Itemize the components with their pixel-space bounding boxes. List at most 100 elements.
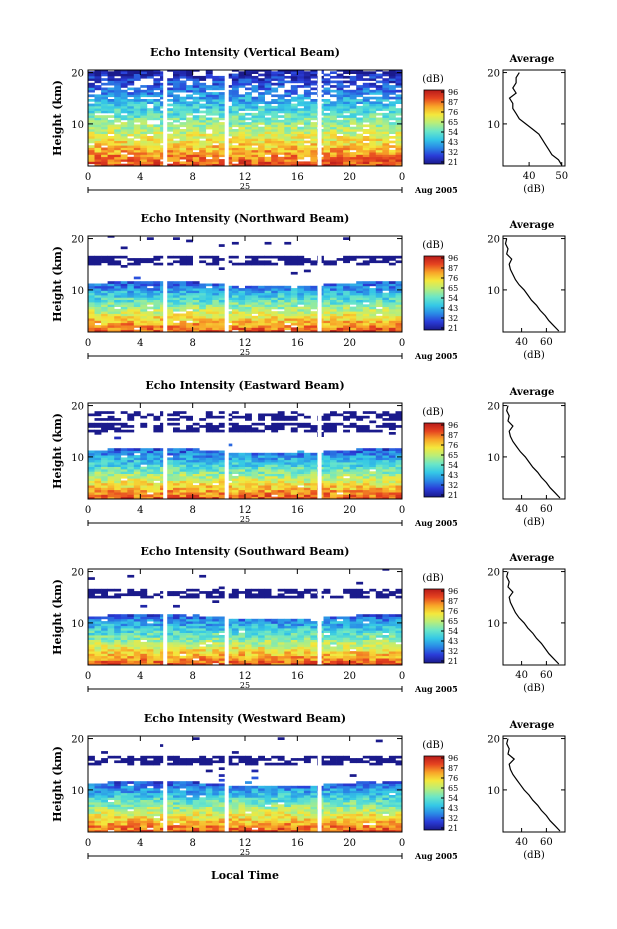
profile-x-tick-label: 60: [540, 504, 553, 515]
panel-1: Echo Intensity (Vertical Beam) 10 20 Height…: [51, 46, 568, 195]
date-label: Aug 2005: [414, 518, 458, 528]
panel-3: Echo Intensity (Eastward Beam) 10 20 Height…: [51, 379, 566, 528]
x-tick-label: 0: [85, 172, 91, 183]
y-tick-label: 10: [71, 286, 84, 297]
profile-x-tick-label: 40: [515, 337, 528, 348]
x-tick-label: 20: [343, 671, 356, 682]
colorbar-unit: (dB): [422, 74, 444, 85]
profile-x-label: (dB): [523, 350, 545, 361]
colorbar-tick-label: 54: [448, 294, 458, 303]
data-gap: [163, 70, 168, 166]
x-tick-label: 12: [239, 838, 252, 849]
colorbar-tick-label: 43: [448, 471, 458, 480]
panel-5: Echo Intensity (Westward Beam) 10 20 Height…: [51, 712, 566, 861]
colorbar-tick-label: 76: [448, 607, 458, 616]
x-tick-label: 12: [239, 671, 252, 682]
x-tick-label: 8: [189, 505, 195, 516]
profile-line: [506, 405, 561, 499]
x-tick-label: 0: [85, 838, 91, 849]
x-tick-label: 16: [291, 338, 304, 349]
profile-y-tick-label: 10: [487, 286, 500, 297]
colorbar-tick-label: 65: [448, 617, 458, 626]
day-label: 25: [240, 348, 250, 357]
colorbar-tick-label: 87: [448, 597, 458, 606]
y-axis-label: Height (km): [51, 579, 64, 655]
colorbar-tick-label: 21: [448, 491, 458, 500]
x-tick-label: 4: [137, 172, 143, 183]
panel-title: Echo Intensity (Southward Beam): [141, 545, 350, 558]
profile-title: Average: [509, 387, 555, 398]
profile-x-tick-label: 40: [515, 670, 528, 681]
date-label: Aug 2005: [414, 185, 458, 195]
x-tick-label: 0: [85, 671, 91, 682]
colorbar-tick-label: 65: [448, 784, 458, 793]
colorbar-tick-label: 43: [448, 304, 458, 313]
y-tick-label: 10: [71, 786, 84, 797]
colorbar: [423, 255, 445, 331]
y-tick-label: 20: [71, 568, 84, 579]
x-tick-label: 8: [189, 838, 195, 849]
x-tick-label: 0: [399, 838, 405, 849]
panel-title: Echo Intensity (Vertical Beam): [150, 46, 340, 59]
colorbar-tick-label: 21: [448, 324, 458, 333]
data-gap: [317, 236, 322, 332]
colorbar-unit: (dB): [422, 240, 444, 251]
colorbar-tick-label: 76: [448, 274, 458, 283]
x-tick-label: 0: [399, 172, 405, 183]
colorbar-tick-label: 54: [448, 461, 458, 470]
profile-x-tick-label: 50: [555, 171, 568, 182]
colorbar-unit: (dB): [422, 573, 444, 584]
x-tick-label: 4: [137, 838, 143, 849]
colorbar-tick-label: 96: [448, 88, 458, 97]
colorbar-tick-label: 96: [448, 587, 458, 596]
panel-title: Echo Intensity (Eastward Beam): [145, 379, 344, 392]
profile-x-tick-label: 60: [540, 837, 553, 848]
x-axis-label: Local Time: [211, 869, 279, 882]
heatmap-cells: [88, 236, 403, 333]
profile-y-tick-label: 20: [487, 235, 500, 246]
colorbar-tick-label: 21: [448, 657, 458, 666]
x-tick-label: 16: [291, 505, 304, 516]
date-label: Aug 2005: [414, 684, 458, 694]
heatmap-cells: [88, 70, 403, 167]
colorbar-tick-label: 32: [448, 814, 458, 823]
colorbar-tick-label: 32: [448, 481, 458, 490]
colorbar-tick-label: 21: [448, 824, 458, 833]
colorbar-tick-label: 32: [448, 647, 458, 656]
data-gap: [224, 236, 229, 332]
profile-title: Average: [509, 553, 555, 564]
colorbar-tick-label: 65: [448, 284, 458, 293]
profile-x-label: (dB): [523, 850, 545, 861]
y-axis-label: Height (km): [51, 246, 64, 322]
data-gap: [163, 736, 168, 832]
colorbar-tick-label: 96: [448, 254, 458, 263]
profile-y-tick-label: 20: [487, 735, 500, 746]
heatmap-cells: [88, 569, 403, 666]
data-gap: [224, 569, 229, 665]
colorbar: [423, 588, 445, 664]
profile-title: Average: [509, 220, 555, 231]
data-gap: [224, 403, 229, 499]
colorbar-tick-label: 43: [448, 138, 458, 147]
profile-y-tick-label: 20: [487, 69, 500, 80]
profile-x-tick-label: 60: [540, 670, 553, 681]
colorbar-tick-label: 65: [448, 118, 458, 127]
colorbar-unit: (dB): [422, 740, 444, 751]
colorbar-tick-label: 87: [448, 431, 458, 440]
profile-x-tick-label: 40: [515, 504, 528, 515]
colorbar-tick-label: 65: [448, 451, 458, 460]
day-label: 25: [240, 681, 250, 690]
x-tick-label: 4: [137, 505, 143, 516]
profile-x-tick-label: 40: [515, 837, 528, 848]
x-tick-label: 0: [399, 671, 405, 682]
y-tick-label: 10: [71, 619, 84, 630]
data-gap: [317, 70, 322, 166]
data-gap: [163, 569, 168, 665]
profile-x-label: (dB): [523, 517, 545, 528]
y-axis-label: Height (km): [51, 413, 64, 489]
panel-title: Echo Intensity (Northward Beam): [141, 212, 350, 225]
x-tick-label: 8: [189, 172, 195, 183]
day-label: 25: [240, 515, 250, 524]
colorbar-tick-label: 43: [448, 637, 458, 646]
profile-frame: [502, 735, 566, 833]
